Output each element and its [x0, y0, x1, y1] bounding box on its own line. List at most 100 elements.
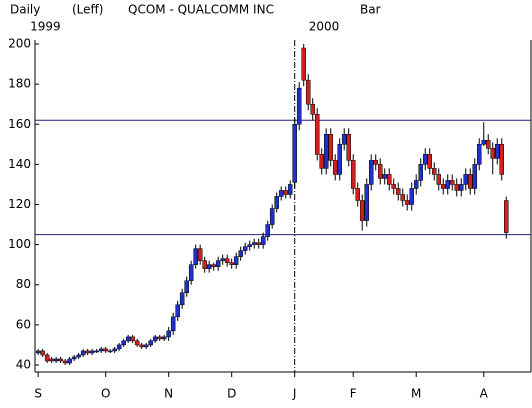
candle-body: [422, 154, 428, 165]
candle-body: [269, 208, 275, 225]
candle-body: [278, 190, 284, 197]
candle-body: [301, 47, 306, 81]
x-tick-label: N: [164, 387, 173, 401]
candle-body: [121, 340, 126, 346]
candle-body: [265, 224, 270, 237]
candle-body: [40, 350, 45, 356]
y-tick-label: 40: [16, 357, 31, 371]
candle-body: [467, 174, 473, 189]
candle-body: [391, 184, 396, 189]
candle-body: [220, 258, 225, 261]
candle-body: [436, 174, 441, 185]
x-tick-label: O: [101, 387, 110, 401]
candle-body: [130, 336, 135, 342]
candle-body: [116, 344, 122, 350]
candle-body: [67, 358, 72, 364]
candle-body: [368, 160, 374, 185]
candle-body: [247, 244, 252, 247]
x-tick-label: S: [34, 387, 42, 401]
candle-body: [490, 148, 495, 159]
candle-body: [80, 350, 86, 356]
candle-body: [202, 260, 207, 269]
candle-body: [328, 134, 333, 161]
year-label: 2000: [309, 20, 340, 34]
candle-body: [179, 292, 185, 306]
candle-body: [332, 160, 338, 175]
candle-body: [305, 79, 311, 105]
candle-body: [148, 340, 153, 346]
candle-body: [256, 242, 261, 245]
candle-body: [287, 184, 293, 195]
candle-body: [89, 350, 95, 354]
x-tick-label: F: [350, 387, 357, 401]
chart-title: QCOM - QUALCOMM INC: [128, 3, 274, 17]
x-tick-label: M: [411, 387, 421, 401]
candle-body: [53, 358, 59, 362]
candle-body: [224, 258, 230, 263]
candle-body: [134, 340, 140, 346]
candle-body: [499, 144, 504, 175]
y-tick-label: 140: [8, 157, 31, 171]
y-tick-label: 80: [16, 277, 31, 291]
candle-body: [152, 336, 158, 342]
candle-body: [283, 190, 288, 195]
candle-body: [188, 264, 194, 281]
candle-body: [310, 103, 315, 115]
candle-body: [314, 113, 320, 155]
candle-body: [323, 134, 329, 169]
y-tick-label: 120: [8, 197, 31, 211]
candle-body: [85, 350, 90, 354]
candle-body: [44, 354, 50, 362]
candle-body: [166, 330, 171, 338]
candle-body: [238, 250, 243, 257]
candle-body: [197, 248, 203, 261]
candle-body: [395, 188, 401, 195]
candle-body: [476, 144, 482, 165]
candle-body: [233, 256, 239, 265]
candle-body: [49, 358, 54, 362]
candle-body: [409, 188, 414, 205]
x-tick-label: J: [292, 387, 297, 401]
candle-body: [251, 242, 257, 245]
x-tick-label: D: [227, 387, 236, 401]
candle-body: [431, 168, 437, 175]
candle-body: [94, 350, 99, 353]
period: Daily: [10, 3, 40, 17]
candle-body: [377, 164, 383, 179]
candle-body: [458, 184, 464, 191]
scale-mode: (Leff): [72, 3, 104, 17]
candle-body: [58, 358, 63, 362]
candle-body: [418, 164, 423, 181]
candle-body: [463, 174, 468, 185]
candle-body: [215, 260, 221, 267]
candle-body: [112, 348, 117, 352]
candle-body: [242, 246, 248, 251]
candle-body: [413, 180, 419, 189]
candle-body: [175, 304, 180, 318]
candle-body: [386, 174, 392, 185]
candle-body: [260, 236, 266, 245]
y-tick-label: 100: [8, 237, 31, 251]
x-tick-label: A: [480, 387, 489, 401]
candle-body: [472, 164, 477, 189]
y-tick-label: 160: [8, 117, 31, 131]
candle-body: [440, 184, 446, 189]
candle-body: [157, 336, 162, 340]
candle-body: [193, 248, 198, 265]
chart-style: Bar: [360, 3, 381, 17]
candle-body: [292, 124, 297, 183]
candle-body: [206, 264, 212, 269]
candle-body: [427, 154, 432, 169]
candle-body: [350, 160, 356, 189]
candle-body: [143, 344, 149, 348]
candle-body: [319, 154, 324, 169]
candle-body: [211, 264, 216, 267]
candle-body: [170, 316, 176, 332]
candle-body: [404, 200, 410, 205]
candle-body: [485, 140, 491, 149]
candle-body: [161, 336, 167, 340]
candle-body: [373, 160, 378, 165]
